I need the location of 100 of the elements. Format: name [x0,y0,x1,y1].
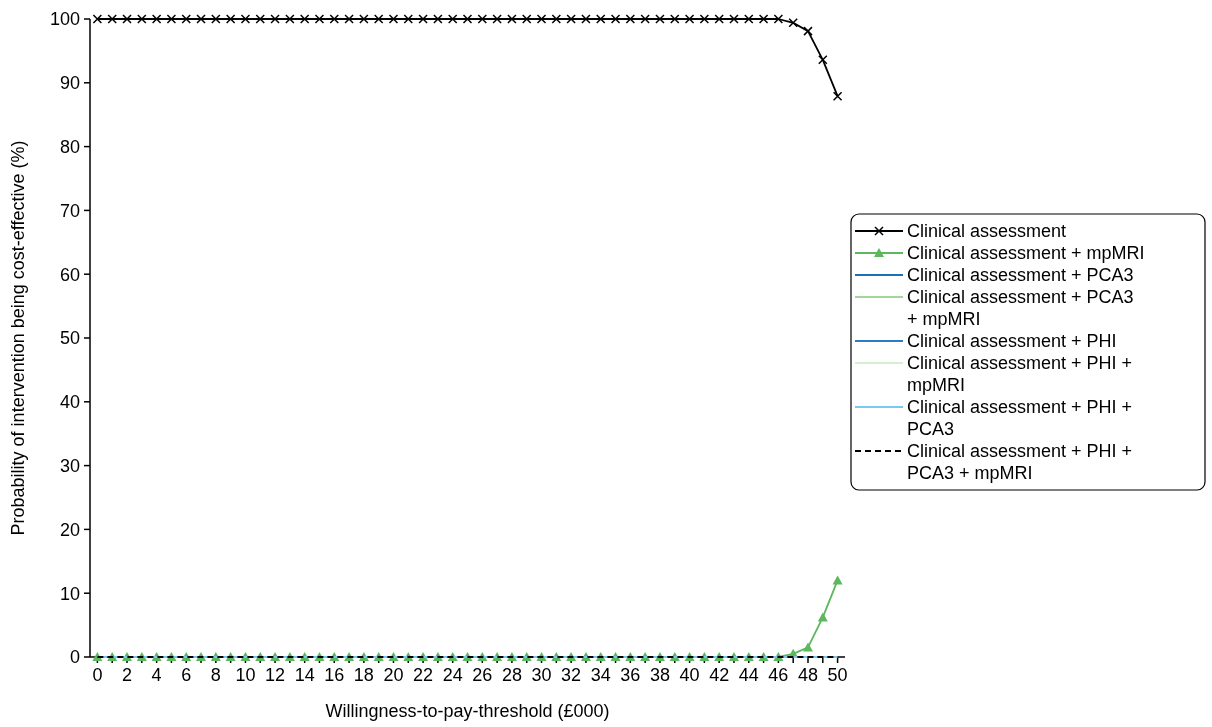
x-tick-label: 14 [294,665,315,685]
point [225,14,236,24]
point [373,14,384,24]
x-tick-label: 32 [561,665,582,685]
point [92,14,103,24]
point [521,14,532,24]
point [270,14,280,24]
legend-label: Clinical assessment + PCA3 [907,265,1134,286]
point [655,14,665,24]
point [714,14,724,24]
point [832,91,843,101]
y-tick-label: 20 [59,519,80,540]
legend-label: Clinical assessment + PHI [907,331,1117,352]
x-tick-label: 30 [531,665,552,685]
point [359,14,369,24]
x-axis-title: Willingness-to-pay-threshold (£000) [325,701,610,721]
point [329,14,340,24]
legend-label: Clinical assessment + PHI + mpMRI [907,353,1133,396]
legend-label: Clinical assessment [907,221,1067,242]
point [729,14,739,24]
y-axis-title: Probability of intervention being cost-effective (%) [8,140,28,536]
point [684,14,695,24]
point [344,14,354,24]
x-tick-label: 28 [501,665,522,685]
point [625,14,636,24]
point [433,14,443,24]
point [773,14,784,24]
point [551,14,562,24]
point [788,18,798,28]
point [107,14,117,24]
point [758,14,769,24]
point [462,14,473,24]
point [211,14,221,24]
x-tick-label: 44 [738,665,759,685]
point [802,642,813,652]
x-tick-label: 12 [265,665,286,685]
y-tick-label: 80 [59,136,80,157]
x-tick-label: 10 [235,665,256,685]
point [166,14,177,24]
x-tick-label: 4 [151,665,162,685]
point [699,14,710,24]
x-tick-label: 6 [181,665,192,685]
point [507,14,517,24]
point [151,14,162,24]
x-tick-label: 18 [353,665,374,685]
point [255,14,265,24]
y-tick-label: 0 [69,647,80,668]
point [196,14,206,24]
x-tick-label: 50 [827,665,848,685]
x-tick-label: 38 [649,665,670,685]
point [818,55,828,65]
legend-label: Clinical assessment + PCA3 + mpMRI [907,287,1134,330]
point [447,14,458,24]
point [566,14,576,24]
y-tick-label: 100 [49,9,80,30]
point [388,14,399,24]
x-tick-label: 42 [709,665,730,685]
y-tick-label: 30 [59,455,80,476]
x-tick-label: 40 [679,665,700,685]
x-tick-label: 0 [92,665,103,685]
point [299,14,310,24]
x-tick-label: 20 [383,665,404,685]
point [403,14,414,24]
point [832,575,843,585]
y-tick-label: 40 [59,392,80,413]
point [640,14,650,24]
point [670,14,680,24]
x-tick-label: 46 [768,665,789,685]
y-tick-label: 60 [59,264,80,285]
x-tick-label: 2 [122,665,133,685]
legend-label: Clinical assessment + PHI + PCA3 + mpMRI [907,441,1133,484]
point [122,14,132,24]
x-tick-label: 16 [324,665,345,685]
x-tick-label: 26 [472,665,493,685]
y-tick-label: 10 [59,583,80,604]
point [285,14,295,24]
x-tick-label: 22 [413,665,434,685]
point [536,14,547,24]
legend-label: Clinical assessment + mpMRI [907,243,1145,264]
x-tick-label: 8 [210,665,221,685]
point [181,14,191,24]
y-tick-label: 70 [59,200,80,221]
point [492,14,502,24]
x-tick-label: 48 [797,665,819,685]
point [744,14,754,24]
x-tick-label: 34 [590,665,611,685]
x-tick-label: 36 [620,665,641,685]
legend-label: Clinical assessment + PHI + PCA3 [907,397,1133,440]
point [418,14,428,24]
point [314,14,325,24]
point [803,26,813,36]
y-tick-label: 90 [59,73,80,94]
point [240,14,251,24]
point [581,14,591,24]
point [137,14,147,24]
point [595,14,606,24]
point [610,14,621,24]
y-tick-label: 50 [59,328,80,349]
point [477,14,488,24]
x-tick-label: 24 [442,665,463,685]
